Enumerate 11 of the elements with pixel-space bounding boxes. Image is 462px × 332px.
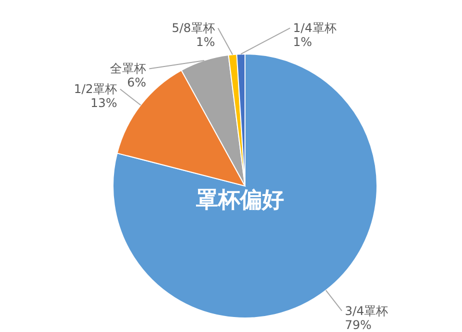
slice-label: 3/4罩杯 [344,304,388,318]
slice-label: 全罩杯 [110,62,146,76]
text: 罩杯偏好 [195,188,284,213]
data-label: 13% [90,96,118,110]
slice-label: 1/4罩杯 [293,21,336,36]
data-label: 79% [344,318,372,332]
data-label: 1% [196,35,216,50]
data-label: 1% [293,35,312,50]
slice-label: 1/2罩杯 [74,82,118,96]
slice-label: 5/8罩杯 [172,21,216,36]
data-label: 6% [127,76,146,90]
